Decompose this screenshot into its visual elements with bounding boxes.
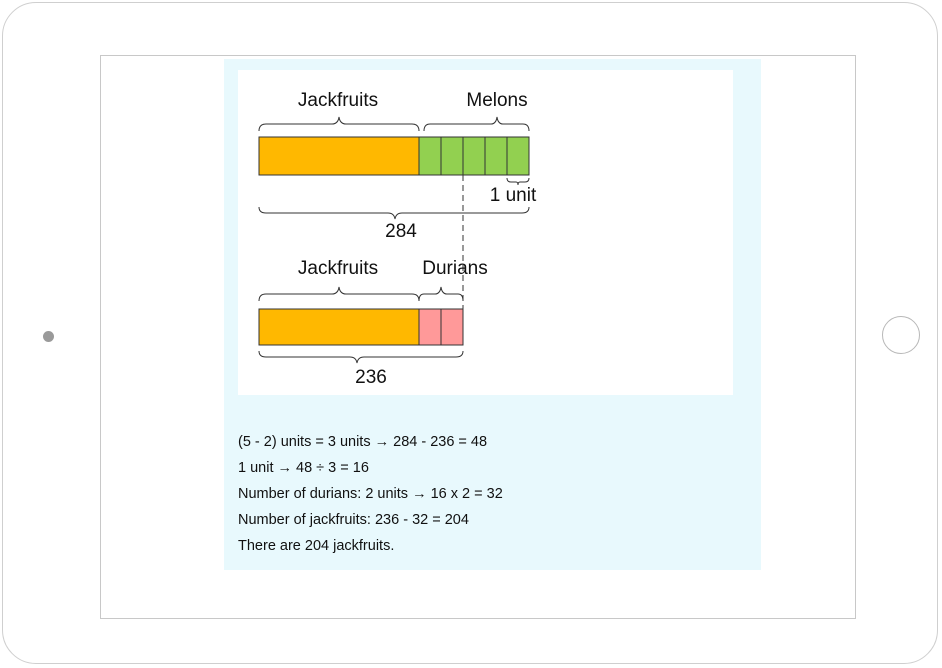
melons-brace [423, 116, 530, 132]
durians-brace [418, 286, 464, 302]
top-jackfruits-bar [258, 136, 420, 176]
bar-model-diagram: Jackfruits Melons 1 unit 284 Jackfruits … [258, 90, 537, 388]
melon-unit-4 [484, 136, 508, 176]
melons-label: Melons [466, 90, 527, 111]
unit-brace [506, 177, 530, 186]
durian-unit-2 [440, 308, 464, 346]
bottom-jackfruits-bar [258, 308, 420, 346]
unit-label: 1 unit [490, 185, 537, 206]
solution-step: (5 - 2) units = 3 units → 284 - 236 = 48 [238, 434, 488, 450]
durians-label: Durians [422, 258, 487, 279]
solution-step: 1 unit → 48 ÷ 3 = 16 [238, 460, 369, 476]
melon-unit-2 [440, 136, 464, 176]
bottom-total-label: 236 [355, 367, 387, 388]
top-jackfruits-brace [258, 116, 420, 132]
melon-unit-5 [506, 136, 530, 176]
solution-step: Number of durians: 2 units → 16 x 2 = 32 [238, 486, 503, 502]
solution-steps: (5 - 2) units = 3 units → 284 - 236 = 48… [238, 431, 503, 561]
solution-step: There are 204 jackfruits. [238, 538, 395, 554]
bottom-jackfruits-brace [258, 286, 420, 302]
bottom-jackfruits-label: Jackfruits [298, 258, 378, 279]
bottom-total-brace [258, 350, 464, 364]
top-total-label: 284 [385, 221, 417, 242]
solution-step: Number of jackfruits: 236 - 32 = 204 [238, 512, 469, 528]
camera-dot [43, 331, 54, 342]
durian-unit-1 [418, 308, 442, 346]
melon-unit-1 [418, 136, 442, 176]
top-jackfruits-label: Jackfruits [298, 90, 378, 111]
top-total-brace [258, 206, 530, 220]
home-button[interactable] [882, 316, 920, 354]
melon-unit-3 [462, 136, 486, 176]
